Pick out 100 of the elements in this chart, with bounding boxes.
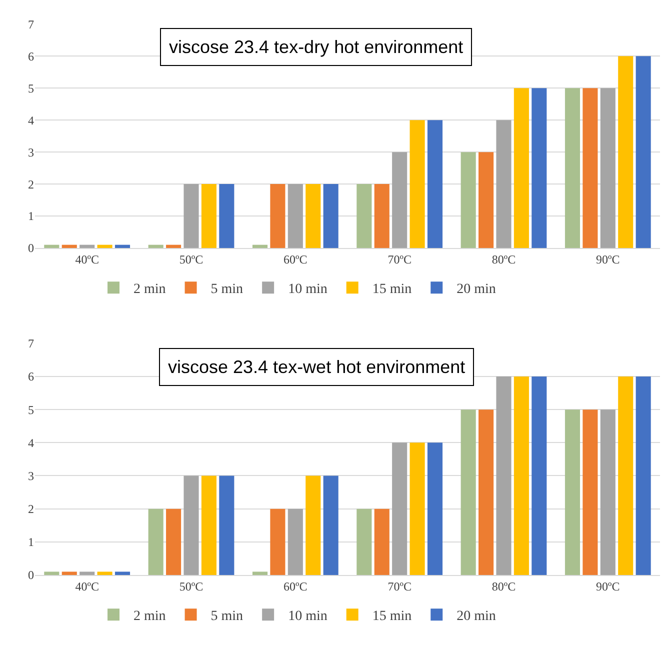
- bar: [410, 120, 425, 248]
- bar: [356, 184, 372, 248]
- x-tick-label: 80ºC: [492, 579, 516, 594]
- bar: [166, 508, 182, 575]
- bar: [392, 152, 408, 248]
- legend-label: 2 min: [134, 609, 166, 624]
- y-tick-label: 5: [28, 81, 34, 96]
- bar: [219, 184, 234, 248]
- bar: [80, 244, 95, 248]
- legend-label: 5 min: [210, 282, 244, 298]
- bar: [201, 184, 216, 248]
- bar: [62, 244, 77, 248]
- bar: [427, 120, 443, 248]
- bar: [219, 476, 234, 575]
- bar: [114, 244, 130, 248]
- bar: [636, 376, 651, 575]
- y-tick-label: 6: [28, 370, 34, 384]
- bar: [80, 572, 95, 575]
- y-tick-label: 1: [28, 535, 34, 550]
- y-tick-label: 4: [28, 436, 34, 450]
- bar: [427, 442, 443, 575]
- bar: [306, 184, 321, 248]
- y-tick-label: 7: [28, 336, 34, 351]
- bar: [148, 508, 164, 575]
- y-tick-label: 3: [28, 145, 34, 160]
- legend-label: 5 min: [210, 609, 244, 624]
- bar: [252, 244, 268, 248]
- bar: [582, 410, 598, 575]
- bar: [514, 88, 529, 248]
- x-tick-label: 50ºC: [179, 579, 204, 594]
- bar: [252, 572, 268, 575]
- bar: [564, 88, 580, 248]
- text: viscose 23.4 tex-dry hot environment: [169, 37, 464, 57]
- y-tick-label: 7: [28, 17, 34, 32]
- bar: [323, 184, 338, 248]
- legend-label: 2 min: [134, 282, 166, 298]
- x-tick-label: 60ºC: [284, 579, 308, 594]
- bar: [44, 572, 60, 575]
- x-tick-label: 60ºC: [284, 252, 308, 266]
- bar: [564, 410, 580, 575]
- y-tick-label: 2: [28, 177, 34, 192]
- bar: [166, 244, 182, 248]
- x-tick-label: 70ºC: [388, 252, 412, 266]
- bar: [97, 244, 112, 248]
- bar: [600, 410, 616, 575]
- bar: [288, 184, 303, 248]
- y-tick-label: 2: [28, 502, 34, 516]
- bar: [582, 88, 598, 248]
- bar: [288, 508, 303, 575]
- legend-label: 20 min: [456, 609, 496, 624]
- x-tick-label: 90ºC: [596, 579, 620, 594]
- bar: [460, 410, 476, 575]
- y-tick-label: 6: [28, 49, 34, 64]
- legend-label: 15 min: [372, 609, 412, 624]
- bar: [270, 184, 286, 248]
- y-tick-label: 1: [28, 209, 34, 224]
- bar: [478, 410, 494, 575]
- bar: [306, 476, 321, 575]
- bar: [532, 376, 547, 575]
- legend-label: 20 min: [456, 282, 496, 298]
- bar: [496, 376, 512, 575]
- x-tick-label: 80ºC: [492, 252, 516, 266]
- y-tick-label: 0: [28, 568, 34, 582]
- bar: [184, 184, 199, 248]
- legend-label: 10 min: [288, 609, 328, 624]
- x-tick-label: 70ºC: [388, 579, 412, 594]
- bar: [496, 120, 512, 248]
- bar: [356, 508, 372, 575]
- bar: [618, 376, 634, 575]
- y-tick-label: 3: [28, 468, 34, 483]
- bar: [460, 152, 476, 248]
- bar: [410, 442, 425, 575]
- bar: [374, 184, 390, 248]
- legend-label: 15 min: [372, 282, 412, 298]
- legend-label: 10 min: [288, 282, 328, 298]
- bar: [114, 572, 130, 575]
- bar: [184, 476, 199, 575]
- x-tick-label: 90ºC: [596, 252, 620, 266]
- y-tick-label: 4: [28, 113, 34, 128]
- bar: [636, 56, 651, 248]
- bar: [532, 88, 547, 248]
- x-tick-label: 40ºC: [75, 579, 99, 594]
- bar: [44, 244, 60, 248]
- x-tick-label: 40ºC: [75, 252, 99, 266]
- bar: [201, 476, 216, 575]
- bar: [374, 508, 390, 575]
- y-tick-label: 0: [28, 241, 34, 256]
- bar: [97, 572, 112, 575]
- y-tick-label: 5: [28, 402, 34, 417]
- x-tick-label: 50ºC: [179, 252, 204, 266]
- bar: [478, 152, 494, 248]
- bar: [618, 56, 634, 248]
- bar: [392, 442, 408, 575]
- bar: [270, 508, 286, 575]
- text: viscose 23.4 tex-wet hot environment: [168, 357, 466, 377]
- bar: [62, 572, 77, 575]
- bar: [148, 244, 164, 248]
- bar: [323, 476, 338, 575]
- bar: [600, 88, 616, 248]
- bar: [514, 376, 529, 575]
